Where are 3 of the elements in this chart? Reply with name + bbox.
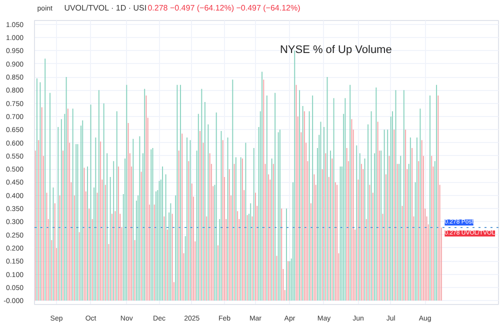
chart-subtitle: UVOL/TVOL · 1D · USI	[64, 4, 147, 12]
text: NYSE % of Up Volume	[280, 44, 392, 56]
text: 0.278 −0.497 (−64.12%) −0.497 (−64.12%)	[148, 4, 301, 12]
